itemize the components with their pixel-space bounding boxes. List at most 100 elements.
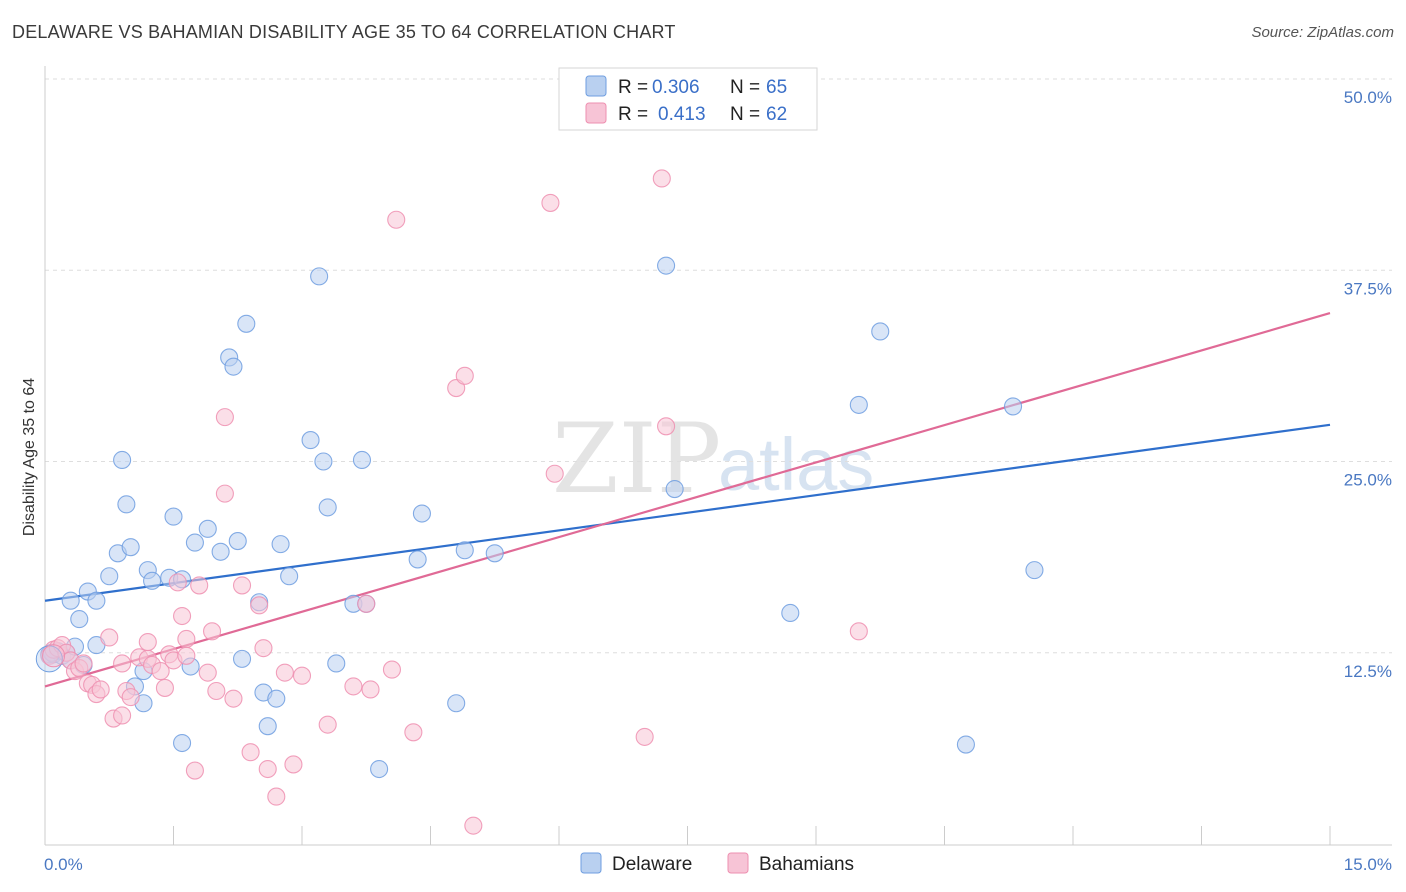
trend-lines <box>44 312 1331 688</box>
legend-r-value-2: 0.413 <box>658 104 706 125</box>
point-delaware <box>267 689 286 708</box>
point-delaware <box>1003 397 1023 416</box>
point-delaware <box>228 532 247 551</box>
point-bahamians <box>344 677 363 696</box>
y-tick-label: 25.0% <box>1344 471 1392 490</box>
axes <box>44 66 1392 846</box>
point-bahamians <box>635 727 654 746</box>
point-bahamians <box>849 622 868 641</box>
point-delaware <box>352 450 372 470</box>
point-bahamians <box>173 606 192 626</box>
point-bahamians <box>121 688 140 707</box>
point-bahamians <box>254 639 273 658</box>
series-legend-bahamians: Bahamians <box>759 854 854 875</box>
point-delaware <box>143 571 162 590</box>
point-bahamians <box>652 169 671 188</box>
point-bahamians <box>190 576 209 595</box>
legend-n-value-2: 62 <box>766 104 787 125</box>
legend-swatch-bahamians <box>585 102 607 124</box>
point-delaware <box>781 603 800 623</box>
stats-legend: R = 0.306 N = 65 R = 0.413 N = 62 <box>558 67 818 131</box>
point-delaware <box>113 450 132 470</box>
point-delaware <box>1025 561 1044 580</box>
point-bahamians <box>215 408 234 427</box>
legend-r-label-2: R = <box>618 104 653 125</box>
point-bahamians <box>74 654 93 673</box>
legend-swatch-delaware <box>585 75 607 97</box>
point-delaware <box>485 544 504 563</box>
point-delaware <box>657 256 676 275</box>
point-delaware <box>70 610 89 629</box>
point-bahamians <box>224 689 243 708</box>
point-bahamians <box>541 193 560 212</box>
point-bahamians <box>318 715 337 734</box>
point-bahamians <box>203 622 222 641</box>
point-bahamians <box>198 663 217 682</box>
point-delaware <box>211 542 230 561</box>
legend-r-value-1: 0.306 <box>652 77 700 98</box>
point-bahamians <box>138 632 157 652</box>
point-delaware <box>121 538 140 557</box>
y-axis-label: Disability Age 35 to 64 <box>21 378 38 536</box>
series-legend: Delaware Bahamians <box>580 852 854 875</box>
point-bahamians <box>113 654 132 673</box>
point-bahamians <box>447 379 466 398</box>
chart-title: DELAWARE VS BAHAMIAN DISABILITY AGE 35 T… <box>12 22 676 42</box>
point-delaware <box>87 591 106 610</box>
point-delaware <box>237 314 256 333</box>
point-bahamians <box>292 666 312 685</box>
point-bahamians <box>215 484 234 503</box>
point-bahamians <box>657 417 676 436</box>
point-bahamians <box>91 680 110 699</box>
point-delaware <box>370 759 389 779</box>
point-delaware <box>164 507 183 526</box>
point-bahamians <box>232 576 252 595</box>
point-delaware <box>447 694 466 713</box>
point-delaware <box>271 535 290 554</box>
grid-lines <box>45 78 1392 654</box>
x-tick-label: 0.0% <box>44 855 83 874</box>
point-bahamians <box>357 594 376 613</box>
point-delaware <box>173 733 192 753</box>
point-delaware <box>408 550 427 569</box>
y-tick-label: 37.5% <box>1344 279 1392 298</box>
point-delaware <box>665 479 684 499</box>
data-points <box>35 169 1044 835</box>
x-tick-label: 15.0% <box>1344 855 1392 874</box>
y-tick-label: 12.5% <box>1344 662 1392 681</box>
point-delaware <box>232 649 252 668</box>
point-bahamians <box>464 816 483 835</box>
point-delaware <box>301 431 320 450</box>
tick-labels: 12.5% 25.0% 37.5% 50.0% 0.0% 15.0% <box>44 88 1392 874</box>
point-delaware <box>185 533 204 552</box>
point-delaware <box>412 504 431 523</box>
trend-line-delaware <box>44 423 1331 602</box>
watermark-atlas: atlas <box>718 423 874 506</box>
y-tick-label: 50.0% <box>1344 88 1392 107</box>
point-delaware <box>61 591 80 610</box>
legend-n-label-2: N = <box>730 104 765 125</box>
point-delaware <box>318 498 337 517</box>
point-delaware <box>314 452 333 471</box>
point-bahamians <box>155 678 174 697</box>
point-bahamians <box>100 628 119 647</box>
point-bahamians <box>185 761 204 780</box>
point-cluster-bahamians <box>42 644 66 668</box>
point-bahamians <box>267 787 286 806</box>
legend-n-label-1: N = <box>730 77 765 98</box>
point-bahamians <box>250 596 269 615</box>
point-delaware <box>956 735 975 754</box>
point-delaware <box>198 519 217 538</box>
point-delaware <box>117 495 136 514</box>
legend-r-label-1: R = <box>618 77 653 98</box>
chart-source: Source: ZipAtlas.com <box>1251 24 1394 41</box>
point-bahamians <box>284 755 303 774</box>
point-bahamians <box>258 759 277 779</box>
point-delaware <box>455 541 474 560</box>
series-legend-delaware: Delaware <box>612 854 692 875</box>
point-delaware <box>849 395 868 414</box>
legend-n-value-1: 65 <box>766 77 787 98</box>
point-bahamians <box>207 681 226 701</box>
trend-line-bahamians <box>44 312 1331 688</box>
point-bahamians <box>404 723 423 742</box>
